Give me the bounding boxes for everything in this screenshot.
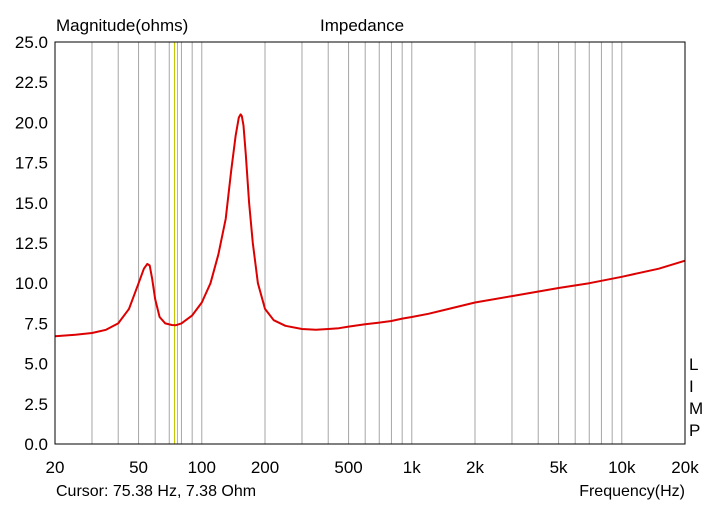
y-tick-label: 10.0 [15,274,48,293]
x-tick-label: 1k [403,458,421,477]
side-label-letter: M [689,399,704,418]
x-tick-label: 200 [251,458,279,477]
grid [91,42,623,444]
series-layer [54,113,686,338]
y-tick-label: 12.5 [15,234,48,253]
impedance-curve [54,113,686,338]
plot-frame [54,41,686,445]
chart-title: Impedance [320,16,405,35]
y-tick-label: 0.0 [24,435,48,454]
cursor-layer [174,42,179,444]
x-tick-label: 20k [671,458,699,477]
y-tick-label: 17.5 [15,154,48,173]
x-tick-label: 50 [129,458,148,477]
x-tick-label: 100 [188,458,216,477]
x-tick-labels: 20 50 100 200 500 1k 2k 5k 10k 20k [46,458,700,477]
y-tick-label: 5.0 [24,355,48,374]
side-label-letter: L [689,355,699,374]
y-axis-label: Magnitude(ohms) [56,16,189,35]
y-tick-label: 15.0 [15,194,48,213]
x-tick-label: 20 [46,458,65,477]
side-label-letter: P [689,421,701,440]
x-tick-label: 5k [550,458,568,477]
cursor-readout: Cursor: 75.38 Hz, 7.38 Ohm [56,483,257,500]
x-axis-label: Frequency(Hz) [579,483,685,500]
y-tick-label: 2.5 [24,395,48,414]
side-label-letter: I [689,377,694,396]
y-tick-label: 25.0 [15,33,48,52]
y-tick-label: 20.0 [15,113,48,132]
y-tick-labels: 0.0 2.5 5.0 7.5 10.0 12.5 15.0 17.5 20.0 22.5 25.0 [15,33,48,454]
y-tick-label: 7.5 [24,314,48,333]
x-tick-label: 2k [466,458,484,477]
x-tick-label: 10k [608,458,636,477]
x-tick-label: 500 [334,458,362,477]
y-tick-label: 22.5 [15,73,48,92]
